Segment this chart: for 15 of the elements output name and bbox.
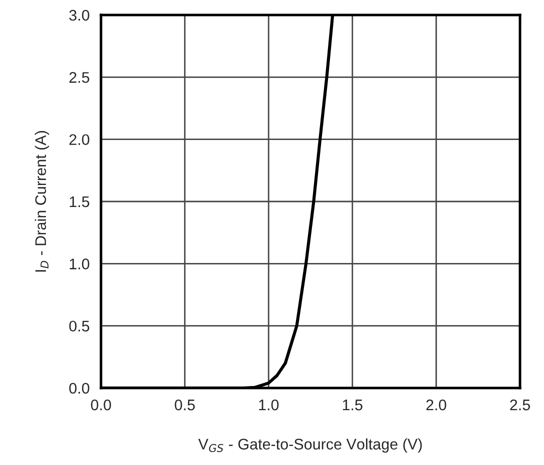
y-tick-label: 3.0	[69, 10, 90, 21]
y-tick-label: 1.5	[70, 196, 90, 208]
x-axis-title: V$_{GS}$ - Gate-to-Source Voltage (V)	[198, 438, 422, 453]
x-tick-label: 0.0	[90, 400, 112, 410]
y-tick-label: 1.0	[70, 258, 90, 270]
y-tick-label: 2.5	[69, 72, 90, 83]
x-tick-label: 2.5	[510, 400, 530, 410]
x-tick-label: 0.5	[174, 400, 195, 410]
y-tick-label: 0.5	[69, 320, 90, 332]
y-tick-label: 0.0	[69, 382, 90, 394]
y-tick-label: 2.0	[69, 134, 90, 146]
x-tick-label: 1.0	[259, 400, 279, 410]
x-tick-label: 1.5	[342, 400, 362, 410]
x-tick-label: 2.0	[426, 400, 446, 410]
y-axis-title: I$_{D}$ - Drain Current (A)	[34, 131, 50, 272]
